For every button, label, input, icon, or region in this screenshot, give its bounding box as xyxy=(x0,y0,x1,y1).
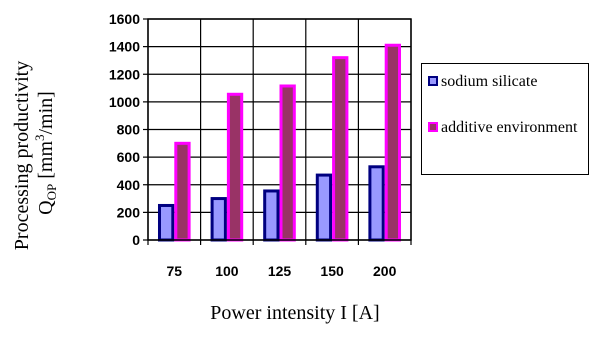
x-tick-label: 75 xyxy=(167,263,183,279)
legend: sodium silicate additive environment xyxy=(421,63,589,175)
bar-sodium-silicate xyxy=(368,165,385,242)
x-axis-ticks: 75 100 125 150 200 xyxy=(167,263,397,279)
x-tick-label: 150 xyxy=(320,263,344,279)
legend-entry-additive-environment: additive environment xyxy=(428,118,581,137)
y-axis-ticks: 0 200 400 600 800 1000 1200 1400 1600 xyxy=(109,11,148,248)
x-tick-label: 100 xyxy=(215,263,239,279)
y-tick-label: 1400 xyxy=(109,39,140,55)
legend-label-additive-environment: additive environment xyxy=(441,119,578,136)
y-tick-label: 1200 xyxy=(109,66,140,82)
bar-additive-environment xyxy=(332,56,349,242)
bar-additive-environment xyxy=(174,141,191,242)
bar-sodium-silicate xyxy=(263,189,280,242)
bar-additive-environment xyxy=(226,92,244,242)
legend-swatch-additive-environment xyxy=(428,122,438,132)
y-axis-label: Processing productivity QOP [mm3/min] xyxy=(11,56,59,250)
bar-additive-environment xyxy=(279,84,296,242)
y-axis-label-line2: QOP [mm3/min] xyxy=(32,91,59,215)
bar-sodium-silicate xyxy=(210,197,227,242)
bar-sodium-silicate xyxy=(315,173,333,242)
x-tick-label: 125 xyxy=(268,263,292,279)
y-axis-label-line1: Processing productivity xyxy=(11,61,33,250)
y-tick-label: 1000 xyxy=(109,94,140,110)
bar-sodium-silicate xyxy=(157,203,175,242)
y-tick-label: 800 xyxy=(117,122,141,138)
y-tick-label: 200 xyxy=(117,204,141,220)
y-tick-label: 1600 xyxy=(109,11,140,27)
legend-swatch-sodium-silicate xyxy=(428,76,438,86)
legend-entry-sodium-silicate: sodium silicate xyxy=(428,72,581,91)
y-tick-label: 0 xyxy=(132,232,140,248)
x-axis-label: Power intensity I [A] xyxy=(210,302,380,324)
bar-additive-environment xyxy=(384,43,402,242)
x-tick-label: 200 xyxy=(373,263,397,279)
legend-label-sodium-silicate: sodium silicate xyxy=(441,73,538,90)
y-tick-label: 400 xyxy=(117,177,141,193)
y-tick-label: 600 xyxy=(117,149,141,165)
gridlines xyxy=(147,18,412,245)
